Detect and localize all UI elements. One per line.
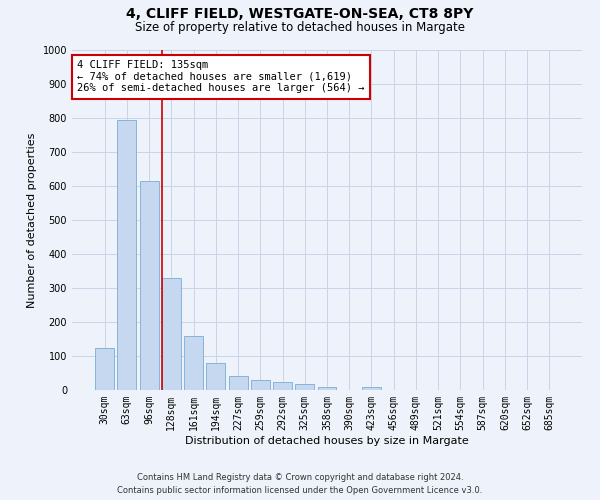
Bar xyxy=(184,336,203,390)
Bar xyxy=(140,181,158,390)
Bar xyxy=(251,380,270,390)
Bar xyxy=(95,348,114,390)
Bar xyxy=(317,386,337,390)
Bar xyxy=(273,382,292,390)
X-axis label: Distribution of detached houses by size in Margate: Distribution of detached houses by size … xyxy=(185,436,469,446)
Bar xyxy=(295,384,314,390)
Bar xyxy=(362,386,381,390)
Y-axis label: Number of detached properties: Number of detached properties xyxy=(27,132,37,308)
Text: 4, CLIFF FIELD, WESTGATE-ON-SEA, CT8 8PY: 4, CLIFF FIELD, WESTGATE-ON-SEA, CT8 8PY xyxy=(127,8,473,22)
Text: Contains HM Land Registry data © Crown copyright and database right 2024.
Contai: Contains HM Land Registry data © Crown c… xyxy=(118,474,482,495)
Bar xyxy=(162,278,181,390)
Bar xyxy=(206,364,225,390)
Text: Size of property relative to detached houses in Margate: Size of property relative to detached ho… xyxy=(135,21,465,34)
Bar xyxy=(229,376,248,390)
Bar xyxy=(118,120,136,390)
Text: 4 CLIFF FIELD: 135sqm
← 74% of detached houses are smaller (1,619)
26% of semi-d: 4 CLIFF FIELD: 135sqm ← 74% of detached … xyxy=(77,60,365,94)
